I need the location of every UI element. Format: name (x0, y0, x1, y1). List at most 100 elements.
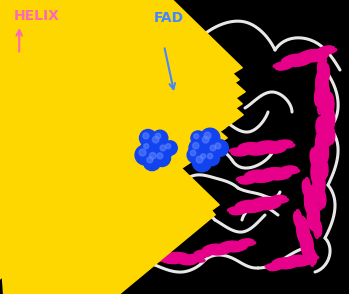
Ellipse shape (64, 202, 80, 208)
Ellipse shape (323, 162, 328, 177)
Ellipse shape (39, 238, 47, 256)
Ellipse shape (258, 141, 277, 148)
Ellipse shape (55, 143, 69, 148)
Ellipse shape (165, 256, 183, 262)
Ellipse shape (320, 146, 326, 166)
Ellipse shape (311, 152, 317, 168)
Ellipse shape (94, 241, 106, 246)
Ellipse shape (16, 151, 22, 170)
Ellipse shape (180, 44, 196, 49)
Circle shape (157, 153, 163, 159)
Ellipse shape (48, 247, 55, 262)
Ellipse shape (36, 228, 45, 247)
Ellipse shape (319, 82, 326, 101)
Ellipse shape (269, 266, 282, 270)
Ellipse shape (17, 137, 24, 157)
Ellipse shape (307, 211, 314, 229)
Ellipse shape (196, 252, 209, 257)
Ellipse shape (29, 198, 37, 217)
Ellipse shape (35, 201, 43, 220)
Ellipse shape (319, 156, 324, 173)
Ellipse shape (39, 229, 48, 248)
Ellipse shape (285, 255, 303, 262)
Ellipse shape (87, 177, 104, 183)
Ellipse shape (194, 40, 207, 44)
Ellipse shape (34, 216, 41, 232)
Ellipse shape (120, 243, 138, 249)
Ellipse shape (77, 204, 96, 211)
Ellipse shape (244, 206, 263, 213)
Circle shape (140, 129, 156, 146)
Ellipse shape (316, 159, 322, 177)
Ellipse shape (275, 140, 291, 145)
Ellipse shape (22, 144, 29, 163)
Ellipse shape (313, 51, 330, 58)
Ellipse shape (131, 250, 146, 256)
Ellipse shape (188, 39, 203, 44)
Ellipse shape (277, 261, 294, 267)
Ellipse shape (111, 247, 128, 253)
Ellipse shape (295, 215, 302, 230)
Ellipse shape (40, 56, 59, 64)
Ellipse shape (26, 169, 33, 189)
Ellipse shape (310, 248, 317, 263)
Ellipse shape (25, 183, 31, 199)
Ellipse shape (23, 167, 30, 187)
Ellipse shape (31, 186, 38, 203)
Circle shape (144, 144, 149, 149)
Ellipse shape (313, 181, 319, 199)
Ellipse shape (313, 167, 320, 187)
Ellipse shape (317, 155, 322, 173)
Ellipse shape (145, 254, 157, 258)
Ellipse shape (61, 262, 76, 268)
Ellipse shape (312, 201, 319, 220)
Ellipse shape (24, 87, 28, 101)
Ellipse shape (302, 253, 315, 258)
Ellipse shape (311, 163, 318, 183)
Ellipse shape (28, 57, 46, 65)
Ellipse shape (32, 83, 39, 102)
Ellipse shape (255, 199, 274, 206)
Ellipse shape (29, 173, 35, 193)
Ellipse shape (261, 168, 281, 175)
Ellipse shape (36, 255, 52, 260)
Ellipse shape (29, 213, 36, 227)
Ellipse shape (321, 62, 327, 79)
Ellipse shape (20, 146, 26, 166)
Ellipse shape (325, 84, 329, 98)
Ellipse shape (79, 143, 99, 150)
Ellipse shape (284, 258, 301, 264)
Ellipse shape (280, 166, 296, 171)
Ellipse shape (263, 168, 283, 174)
Ellipse shape (304, 235, 312, 254)
Circle shape (207, 153, 213, 159)
Ellipse shape (186, 255, 200, 260)
Ellipse shape (304, 194, 311, 213)
Ellipse shape (160, 41, 177, 47)
Ellipse shape (170, 36, 187, 42)
Ellipse shape (42, 56, 61, 64)
Ellipse shape (255, 141, 275, 148)
Circle shape (192, 152, 212, 172)
Ellipse shape (99, 244, 113, 249)
Ellipse shape (53, 64, 69, 70)
Ellipse shape (274, 173, 291, 179)
Ellipse shape (67, 174, 86, 181)
Ellipse shape (27, 176, 33, 195)
Ellipse shape (177, 42, 194, 47)
Circle shape (154, 149, 171, 166)
Ellipse shape (68, 199, 85, 205)
Ellipse shape (203, 245, 218, 251)
Ellipse shape (25, 159, 32, 177)
Ellipse shape (22, 146, 27, 160)
Ellipse shape (29, 127, 35, 143)
Ellipse shape (94, 207, 112, 214)
Ellipse shape (304, 254, 317, 259)
Ellipse shape (30, 188, 36, 204)
Ellipse shape (194, 250, 207, 255)
Ellipse shape (27, 196, 35, 216)
Ellipse shape (63, 168, 82, 175)
Ellipse shape (293, 58, 312, 66)
Ellipse shape (134, 248, 148, 254)
Circle shape (135, 145, 155, 165)
